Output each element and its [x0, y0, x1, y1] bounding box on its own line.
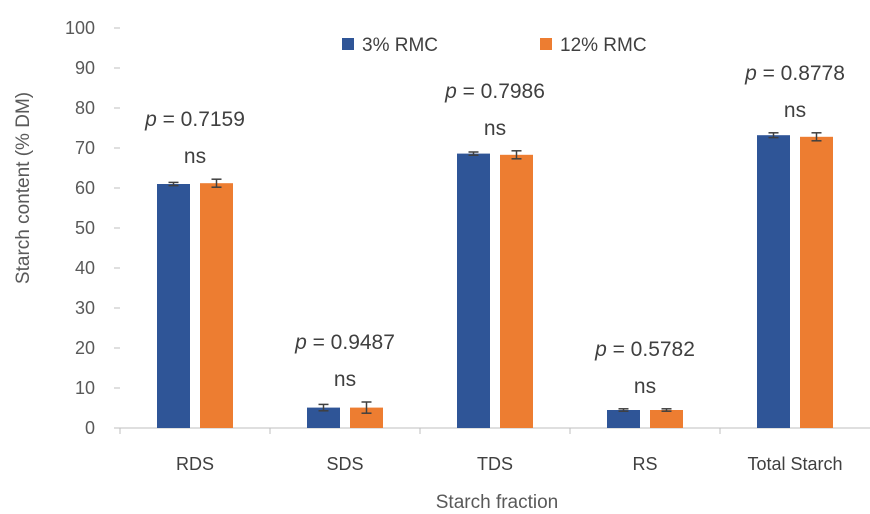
p-value-label: p = 0.9487: [294, 331, 395, 354]
legend-swatch: [342, 38, 354, 50]
legend: 3% RMC 12% RMC: [342, 35, 647, 56]
bar: [500, 154, 533, 429]
y-tick-label: 10: [75, 378, 95, 398]
bar: [607, 410, 640, 428]
x-category-label: RDS: [176, 454, 214, 474]
bar: [457, 153, 490, 428]
bars: [157, 135, 833, 429]
y-tick-label: 80: [75, 98, 95, 118]
p-value: = 0.9487: [307, 331, 395, 354]
significance-label: ns: [784, 99, 806, 122]
p-value: = 0.7159: [157, 108, 245, 131]
bar: [200, 183, 233, 428]
y-axis-title: Starch content (% DM): [13, 92, 34, 284]
y-tick-label: 100: [65, 18, 95, 38]
y-tick-label: 90: [75, 58, 95, 78]
significance-label: ns: [634, 375, 656, 398]
y-tick-label: 0: [85, 418, 95, 438]
legend-label: 12% RMC: [560, 35, 647, 56]
p-value-label: p = 0.7986: [444, 80, 545, 103]
x-category-label: TDS: [477, 454, 513, 474]
y-tick-label: 70: [75, 138, 95, 158]
p-symbol: p: [294, 331, 307, 354]
bar: [350, 407, 383, 428]
p-symbol: p: [744, 62, 757, 85]
bar: [650, 410, 683, 428]
p-value-label: p = 0.5782: [594, 338, 695, 361]
x-axis-categories: RDS SDS TDS RS Total Starch: [119, 428, 843, 474]
y-tick-label: 20: [75, 338, 95, 358]
p-value-label: p = 0.8778: [744, 62, 845, 85]
x-axis-title: Starch fraction: [436, 492, 559, 513]
p-value: = 0.7986: [457, 80, 545, 103]
p-symbol: p: [444, 80, 457, 103]
x-category-label: RS: [632, 454, 657, 474]
p-symbol: p: [594, 338, 607, 361]
bar: [157, 184, 190, 428]
bar: [757, 135, 790, 428]
significance-label: ns: [184, 145, 206, 168]
error-bars: [168, 132, 822, 414]
y-tick-label: 40: [75, 258, 95, 278]
legend-swatch: [540, 38, 552, 50]
bar: [307, 407, 340, 428]
bar: [800, 136, 833, 429]
y-tick-label: 60: [75, 178, 95, 198]
y-axis-ticks: 0 10 20 30 40 50 60 70 80 90 100: [65, 18, 120, 438]
p-value: = 0.8778: [757, 62, 845, 85]
y-tick-label: 50: [75, 218, 95, 238]
x-category-label: Total Starch: [747, 454, 842, 474]
significance-label: ns: [484, 117, 506, 140]
x-category-label: SDS: [326, 454, 363, 474]
p-value: = 0.5782: [607, 338, 695, 361]
significance-label: ns: [334, 368, 356, 391]
p-symbol: p: [144, 108, 157, 131]
significance-annotations: p = 0.7159 ns p = 0.9487 ns p = 0.7986 ns p = …: [144, 62, 845, 398]
y-tick-label: 30: [75, 298, 95, 318]
p-value-label: p = 0.7159: [144, 108, 245, 131]
legend-label: 3% RMC: [362, 35, 438, 56]
